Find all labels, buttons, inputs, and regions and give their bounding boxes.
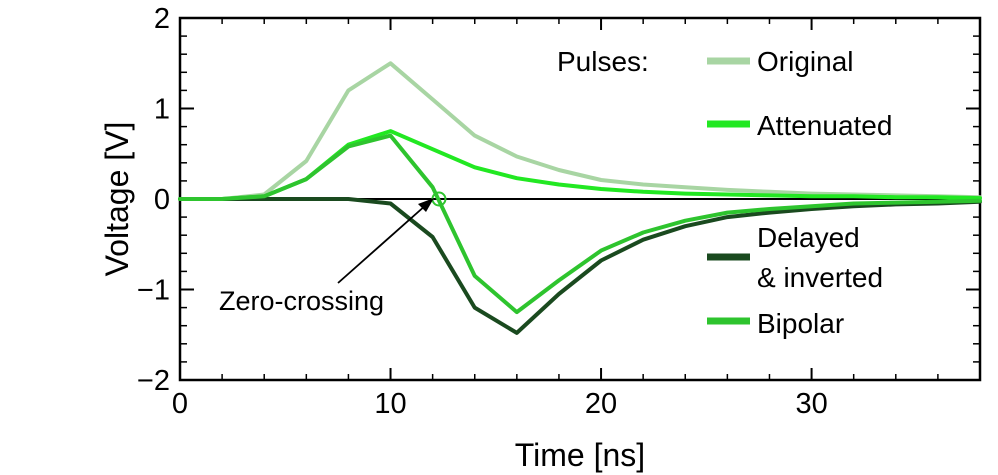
- y-tick-label: −2: [137, 365, 170, 397]
- legend-title: Pulses:: [557, 46, 649, 77]
- y-tick-label: 1: [154, 94, 170, 126]
- series-lines: [178, 61, 982, 335]
- legend-label-bipolar: Bipolar: [757, 308, 844, 339]
- legend-label-original: Original: [757, 46, 853, 77]
- x-tick-label: 30: [795, 388, 827, 420]
- y-tick-label: −1: [137, 275, 170, 307]
- y-tick-label: 0: [154, 184, 170, 216]
- zero-crossing-arrow: [337, 204, 427, 284]
- legend-label-delayed: Delayed: [757, 222, 860, 253]
- legend-label-attenuated: Attenuated: [757, 110, 892, 141]
- y-tick-label: 2: [154, 3, 170, 35]
- series-line-delayed: [178, 197, 982, 335]
- series-line-bipolar: [178, 133, 982, 315]
- x-tick-label: 10: [374, 388, 406, 420]
- y-axis-label: Voltage [V]: [99, 122, 135, 277]
- legend: Pulses: Original Attenuated Delayed & in…: [557, 46, 892, 339]
- axis-ticks: 0 10 20 30 −2 −1 0 1 2: [137, 3, 981, 420]
- zero-crossing-arrowhead: [418, 198, 434, 212]
- zero-crossing-label: Zero-crossing: [219, 286, 384, 316]
- x-tick-label: 20: [585, 388, 617, 420]
- x-axis-label: Time [ns]: [515, 437, 645, 473]
- x-tick-label: 0: [172, 388, 188, 420]
- legend-label-inverted: & inverted: [757, 262, 883, 293]
